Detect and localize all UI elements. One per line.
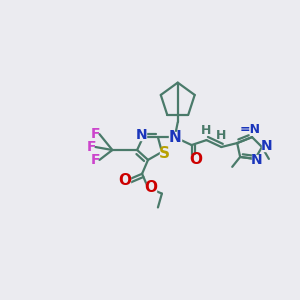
Bar: [190, 155, 200, 165]
Bar: [136, 130, 146, 140]
Bar: [146, 183, 156, 193]
Text: N: N: [135, 128, 147, 142]
Text: O: O: [145, 180, 158, 195]
Text: F: F: [87, 140, 96, 154]
Text: F: F: [91, 127, 100, 141]
Text: N: N: [261, 139, 273, 153]
Bar: [160, 149, 170, 159]
Bar: [169, 132, 181, 142]
Text: N: N: [168, 130, 181, 145]
Text: H: H: [216, 129, 226, 142]
Text: N: N: [251, 153, 263, 167]
Bar: [252, 155, 262, 165]
Text: F: F: [91, 153, 100, 167]
Text: =N: =N: [240, 123, 261, 136]
Text: S: S: [159, 146, 170, 161]
Text: O: O: [189, 152, 202, 167]
Bar: [120, 176, 130, 186]
Text: O: O: [119, 173, 132, 188]
Text: H: H: [201, 124, 212, 137]
Bar: [262, 141, 272, 151]
